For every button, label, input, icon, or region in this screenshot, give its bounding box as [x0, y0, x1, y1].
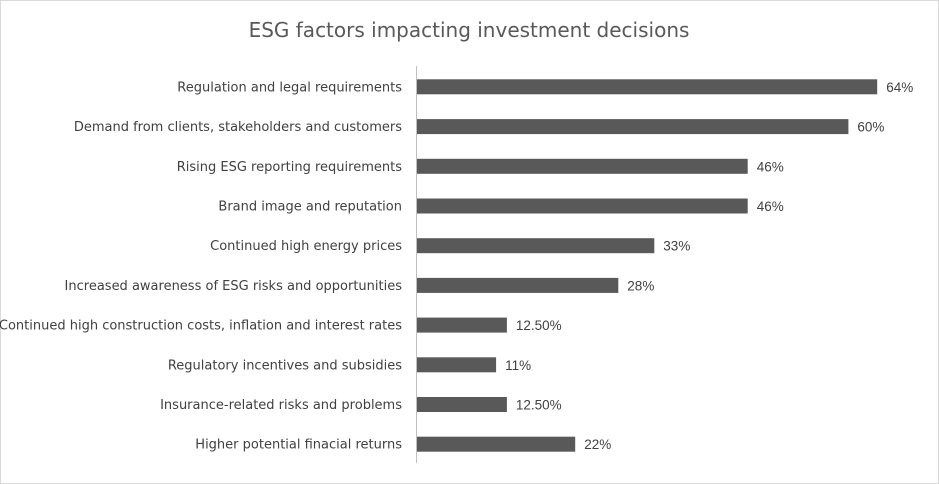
category-label: Continued high energy prices	[210, 239, 402, 254]
category-label: Brand image and reputation	[218, 200, 402, 215]
bar	[417, 158, 748, 174]
data-label: 33%	[663, 239, 690, 254]
category-label: Rising ESG reporting requirements	[177, 160, 402, 175]
data-label: 22%	[584, 437, 611, 452]
data-label: 60%	[857, 120, 884, 135]
data-label: 64%	[886, 80, 913, 95]
category-label: Higher potential finacial returns	[195, 438, 402, 453]
bar	[417, 436, 576, 452]
data-label: 12.50%	[516, 398, 562, 413]
category-label: Increased awareness of ESG risks and opp…	[65, 279, 403, 294]
data-label: 46%	[757, 159, 784, 174]
category-label: Regulatory incentives and subsidies	[168, 358, 402, 373]
data-label: 12.50%	[516, 318, 562, 333]
bar	[417, 238, 655, 254]
category-label: Regulation and legal requirements	[177, 80, 402, 95]
bar	[417, 119, 849, 135]
data-label: 11%	[505, 358, 531, 373]
category-label: Demand from clients, stakeholders and cu…	[74, 120, 402, 135]
bar	[417, 357, 497, 373]
category-label: Insurance-related risks and problems	[160, 398, 402, 413]
bar	[417, 198, 748, 214]
data-label: 28%	[627, 278, 654, 293]
bars-layer	[417, 79, 878, 452]
bar	[417, 317, 507, 333]
bar	[417, 397, 507, 412]
labels-layer: Regulation and legal requirements 64% Dema…	[0, 80, 913, 453]
chart-title: ESG factors impacting investment decisio…	[249, 18, 690, 42]
bar	[417, 79, 878, 95]
bar	[417, 277, 619, 293]
category-label: Continued high construction costs, infla…	[0, 319, 402, 334]
data-label: 46%	[757, 199, 784, 214]
